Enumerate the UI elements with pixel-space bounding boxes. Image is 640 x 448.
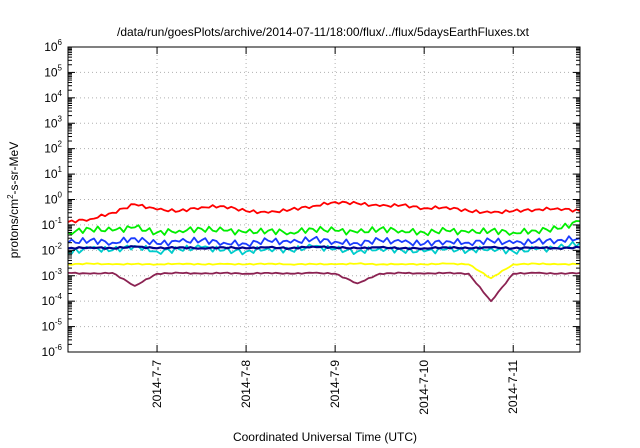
y-tick-label-base: 10 — [44, 193, 58, 207]
y-tick-label-base: 10 — [42, 243, 56, 257]
y-axis-label-prefix: protons/cm — [7, 199, 21, 258]
y-tick-label-exponent: 1 — [58, 165, 63, 174]
y-tick-label: 100 — [44, 191, 62, 207]
y-tick-label-exponent: 2 — [58, 140, 63, 149]
y-axis-label-suffix: -s-sr-MeV — [7, 142, 21, 195]
x-tick-label: 2014-7-7 — [150, 360, 164, 408]
y-tick-label: 105 — [44, 63, 62, 79]
y-tick-label-base: 10 — [42, 320, 56, 334]
y-tick-label-exponent: -3 — [55, 267, 63, 276]
y-tick-label-exponent: -6 — [55, 343, 63, 352]
axes: 10-610-510-410-310-210-11001011021031041… — [42, 38, 580, 415]
y-tick-label: 104 — [44, 89, 62, 105]
y-tick-label: 101 — [44, 165, 62, 181]
series-line — [67, 245, 581, 251]
y-tick-label: 10-4 — [42, 292, 63, 308]
y-tick-label: 103 — [44, 114, 62, 130]
series-line — [67, 200, 581, 224]
y-tick-label-exponent: -2 — [55, 241, 63, 250]
y-tick-label-exponent: 4 — [58, 89, 63, 98]
series-line — [67, 271, 581, 303]
chart-title: /data/run/goesPlots/archive/2014-07-11/1… — [117, 25, 530, 39]
series-line — [67, 262, 581, 280]
x-tick-label: 2014-7-10 — [417, 360, 431, 415]
series-layer — [67, 200, 581, 303]
y-tick-label: 10-6 — [42, 343, 63, 359]
y-tick-label-base: 10 — [44, 116, 58, 130]
y-tick-label-exponent: -5 — [55, 318, 63, 327]
y-tick-label-base: 10 — [42, 294, 56, 308]
series-line — [67, 235, 581, 248]
series-line — [67, 220, 581, 237]
y-tick-label-base: 10 — [44, 65, 58, 79]
x-axis-label: Coordinated Universal Time (UTC) — [233, 430, 417, 444]
y-tick-label-base: 10 — [42, 345, 56, 359]
y-tick-label: 10-5 — [42, 318, 63, 334]
y-tick-label: 106 — [44, 38, 62, 54]
y-tick-label-base: 10 — [44, 91, 58, 105]
series-line — [67, 240, 581, 256]
x-tick-label: 2014-7-9 — [328, 360, 342, 408]
y-axis-label: protons/cm2-s-sr-MeV — [6, 142, 21, 258]
x-tick-label: 2014-7-8 — [239, 360, 253, 408]
y-tick-label-exponent: 6 — [58, 38, 63, 47]
y-tick-label-exponent: -1 — [55, 216, 63, 225]
y-tick-label-base: 10 — [42, 269, 56, 283]
y-tick-label-base: 10 — [44, 167, 58, 181]
y-tick-label-exponent: 5 — [58, 63, 63, 72]
y-tick-label: 10-3 — [42, 267, 63, 283]
y-tick-label-exponent: 3 — [58, 114, 63, 123]
y-tick-label-exponent: 0 — [58, 191, 63, 200]
y-tick-label: 10-2 — [42, 241, 63, 257]
y-tick-label: 10-1 — [42, 216, 63, 232]
y-axis-label-superscript: 2 — [6, 194, 15, 199]
y-tick-label: 102 — [44, 140, 62, 156]
y-tick-label-base: 10 — [44, 142, 58, 156]
y-tick-label-base: 10 — [42, 218, 56, 232]
y-tick-label-exponent: -4 — [55, 292, 63, 301]
x-tick-label: 2014-7-11 — [506, 360, 520, 414]
y-tick-label-base: 10 — [44, 40, 58, 54]
